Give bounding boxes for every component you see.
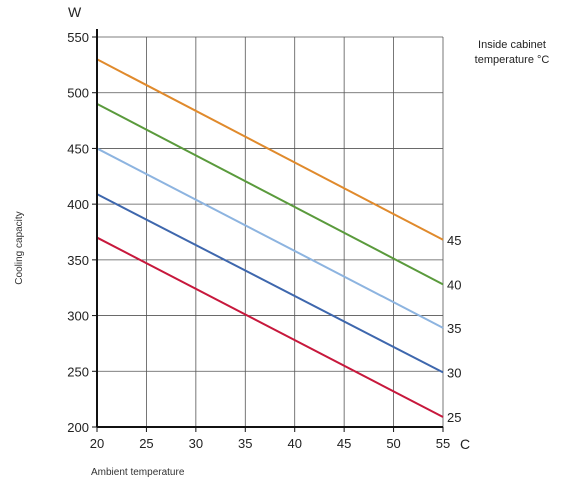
x-tick-label-55: 55 bbox=[436, 436, 450, 451]
series-line-25 bbox=[96, 236, 444, 418]
series-label-45: 45 bbox=[447, 233, 461, 248]
series-label-40: 40 bbox=[447, 277, 461, 292]
y-tick-label-500: 500 bbox=[67, 86, 89, 101]
series-label-25: 25 bbox=[447, 410, 461, 425]
y-tick-label-350: 350 bbox=[67, 253, 89, 268]
y-tick-label-550: 550 bbox=[67, 30, 89, 45]
grid bbox=[97, 36, 444, 427]
x-tick-label-25: 25 bbox=[139, 436, 153, 451]
series-label-30: 30 bbox=[447, 365, 461, 380]
y-tick-label-250: 250 bbox=[67, 364, 89, 379]
x-tick-label-30: 30 bbox=[189, 436, 203, 451]
series-label-35: 35 bbox=[447, 321, 461, 336]
x-unit-label: C bbox=[460, 436, 470, 452]
x-tick-label-40: 40 bbox=[287, 436, 301, 451]
x-tick-label-20: 20 bbox=[90, 436, 104, 451]
legend-title-line-2: temperature °C bbox=[475, 54, 550, 66]
x-tick-label-35: 35 bbox=[238, 436, 252, 451]
y-tick-label-300: 300 bbox=[67, 309, 89, 324]
x-axis-title: Ambient temperature bbox=[91, 467, 185, 478]
y-unit-label: W bbox=[68, 4, 82, 20]
y-tick-label-400: 400 bbox=[67, 197, 89, 212]
series-labels: 45 40 35 30 25 bbox=[447, 233, 461, 425]
legend-title-line-1: Inside cabinet bbox=[478, 39, 546, 51]
series-line-35 bbox=[96, 147, 444, 329]
series-line-45 bbox=[96, 58, 444, 241]
x-tick-labels: 20 25 30 35 40 45 50 55 bbox=[90, 436, 450, 451]
y-axis-title: Cooling capacity bbox=[14, 211, 25, 284]
axes bbox=[92, 29, 444, 432]
series-line-30 bbox=[96, 193, 444, 374]
series-lines bbox=[96, 58, 444, 418]
series-line-40 bbox=[96, 102, 444, 286]
x-tick-label-50: 50 bbox=[386, 436, 400, 451]
x-tick-label-45: 45 bbox=[337, 436, 351, 451]
y-tick-label-200: 200 bbox=[67, 420, 89, 435]
y-tick-labels: 200 250 300 350 400 450 500 550 bbox=[67, 30, 89, 435]
y-tick-label-450: 450 bbox=[67, 141, 89, 156]
